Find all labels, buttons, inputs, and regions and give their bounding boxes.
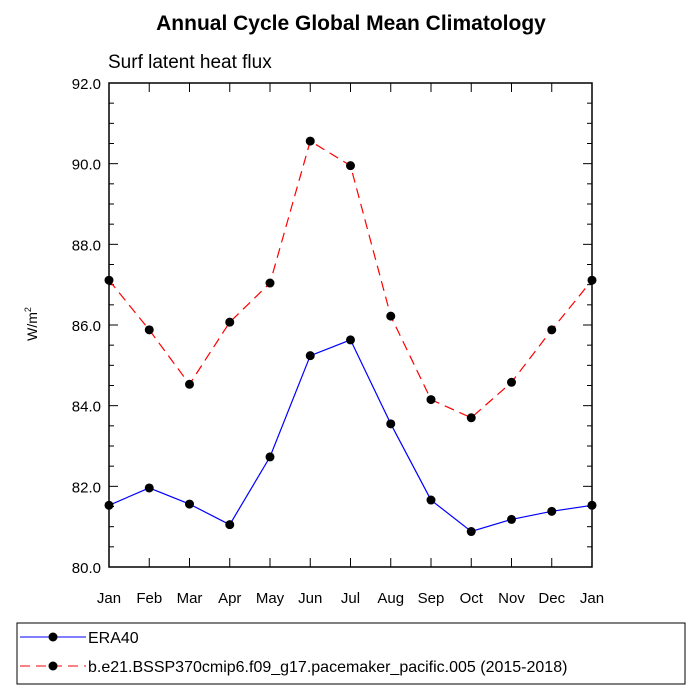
chart-title: Annual Cycle Global Mean Climatology — [156, 12, 546, 35]
series-0-point — [587, 500, 597, 510]
series-0-point — [386, 419, 396, 429]
series-0-point — [144, 483, 154, 493]
y-axis-label-unit: W/m — [24, 312, 40, 341]
chart-subtitle: Surf latent heat flux — [108, 52, 272, 73]
series-line-0 — [108, 339, 593, 533]
y-tick-label: 90.0 — [72, 157, 101, 174]
x-tick-label: Jun — [298, 590, 322, 607]
y-tick-label: 92.0 — [72, 76, 101, 93]
series-1-point — [426, 395, 436, 405]
series-1-point — [386, 311, 396, 321]
series-1-point — [346, 161, 355, 171]
series-0-point — [507, 514, 516, 524]
series-0-point — [466, 527, 476, 537]
series-1-point — [507, 377, 516, 387]
legend-marker-model — [48, 661, 58, 671]
plot-frame — [108, 82, 593, 568]
x-tick-label: Nov — [498, 590, 525, 607]
series-line-1 — [108, 140, 593, 419]
series-1-point — [225, 317, 235, 327]
series-0-point — [265, 452, 275, 462]
y-tick-label: 88.0 — [72, 237, 101, 254]
series-0-point — [225, 520, 235, 530]
series-1-point — [466, 413, 476, 423]
legend-label-model: b.e21.BSSP370cmip6.f09_g17.pacemaker_pac… — [88, 659, 567, 676]
legend-marker-era40 — [48, 632, 58, 642]
legend-box — [16, 622, 686, 685]
series-0-point — [104, 500, 114, 510]
x-tick-label: Oct — [460, 590, 484, 607]
x-tick-label: Jan — [97, 590, 121, 607]
series-0-point — [346, 335, 355, 345]
x-tick-label: Jan — [580, 590, 604, 607]
series-1-point — [265, 278, 275, 288]
series-1-point — [144, 325, 154, 335]
series-0-point — [305, 351, 315, 361]
legend: ERA40 b.e21.BSSP370cmip6.f09_g17.pacemak… — [16, 622, 686, 685]
x-tick-label: Apr — [218, 590, 241, 607]
series-1-point — [104, 275, 114, 285]
y-tick-label: 86.0 — [72, 318, 101, 335]
series-1-point — [587, 275, 597, 285]
series-0-point — [426, 495, 436, 505]
x-tick-label: Mar — [177, 590, 203, 607]
x-tick-label: Dec — [538, 590, 565, 607]
x-tick-label: Jul — [341, 590, 360, 607]
y-axis-label: W/m2 — [23, 307, 40, 341]
series-1-point — [185, 379, 194, 389]
plot-area: 80.0 82.0 84.0 86.0 88.0 90.0 92.0 Jan Feb Mar Apr… — [72, 76, 604, 607]
y-tick-label: 80.0 — [72, 560, 101, 577]
series-0-point — [185, 499, 194, 509]
y-tick-label: 84.0 — [72, 399, 101, 416]
y-tick-label: 82.0 — [72, 479, 101, 496]
series-1-point — [305, 136, 315, 146]
legend-label-era40: ERA40 — [88, 630, 139, 647]
x-tick-label: Aug — [377, 590, 404, 607]
x-tick-label: May — [256, 590, 285, 607]
y-axis-label-exponent: 2 — [23, 307, 33, 312]
series-0-point — [547, 506, 557, 516]
x-tick-label: Sep — [418, 590, 445, 607]
series-1-point — [547, 325, 557, 335]
x-tick-label: Feb — [136, 590, 162, 607]
